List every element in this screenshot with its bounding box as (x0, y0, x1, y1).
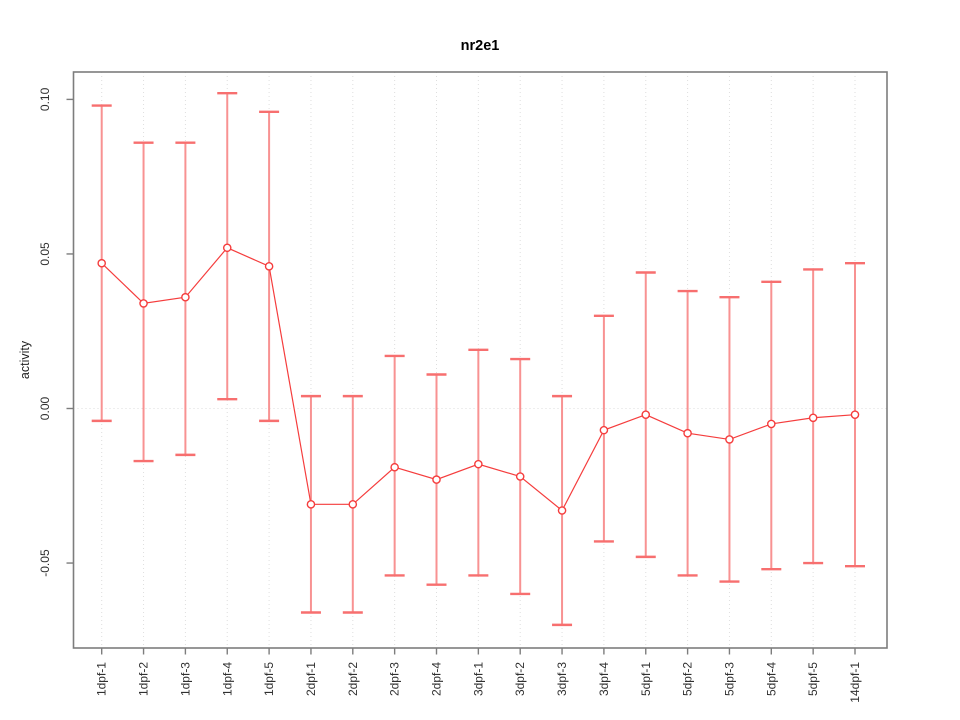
data-point (348, 500, 358, 509)
data-marks-layer (91, 92, 865, 627)
data-point (515, 472, 525, 481)
axis-layer: 0.10 0.05 0.00 -0.05 1dpf-1 1dpf-2 1dpf-3 1dpf-… (38, 71, 888, 703)
x-tick-label: 5dpf-2 (681, 662, 695, 696)
data-point (306, 500, 316, 509)
data-point (599, 425, 609, 435)
x-tick-label: 1dpf-3 (178, 662, 192, 696)
data-point (181, 292, 190, 302)
y-tick-label: -0.05 (38, 549, 52, 577)
x-tick-label: 14dpf-1 (848, 662, 862, 703)
data-point (767, 419, 776, 429)
x-tick-label: 2dpf-1 (304, 662, 318, 696)
y-tick-label: 0.05 (38, 242, 52, 266)
data-point (557, 506, 567, 515)
x-tick-label: 1dpf-5 (262, 662, 276, 696)
plot-border (72, 71, 888, 649)
x-tick-label: 1dpf-1 (95, 662, 109, 696)
data-point (97, 258, 106, 268)
x-tick-label: 1dpf-4 (220, 662, 234, 696)
x-tick-label: 2dpf-2 (346, 662, 360, 696)
data-point (264, 262, 274, 271)
grid-layer (73, 72, 887, 648)
x-tick-label: 5dpf-3 (722, 662, 736, 696)
data-point (474, 459, 483, 469)
x-tick-label: 1dpf-2 (137, 662, 151, 696)
x-tick-label: 5dpf-1 (639, 662, 653, 696)
y-axis-label: activity (18, 340, 32, 379)
y-tick-label: 0.10 (38, 87, 52, 111)
data-point (641, 410, 651, 419)
data-point (683, 428, 692, 438)
x-tick-label: 3dpf-1 (471, 662, 485, 696)
chart-title: nr2e1 (461, 38, 500, 54)
x-tick-label: 5dpf-4 (764, 662, 778, 696)
data-point (725, 435, 734, 444)
data-point (850, 410, 860, 419)
x-tick-label: 3dpf-2 (513, 662, 527, 696)
data-point (390, 462, 399, 472)
x-tick-label: 3dpf-3 (555, 662, 569, 696)
x-tick-label: 3dpf-4 (597, 662, 611, 696)
y-tick-label: 0.00 (38, 396, 52, 420)
x-tick-label: 2dpf-3 (388, 662, 402, 696)
data-point (222, 243, 232, 253)
data-point (808, 413, 818, 423)
data-point (432, 475, 441, 484)
data-point (139, 299, 148, 308)
x-tick-label: 2dpf-4 (430, 662, 444, 696)
x-tick-label: 5dpf-5 (806, 662, 820, 696)
